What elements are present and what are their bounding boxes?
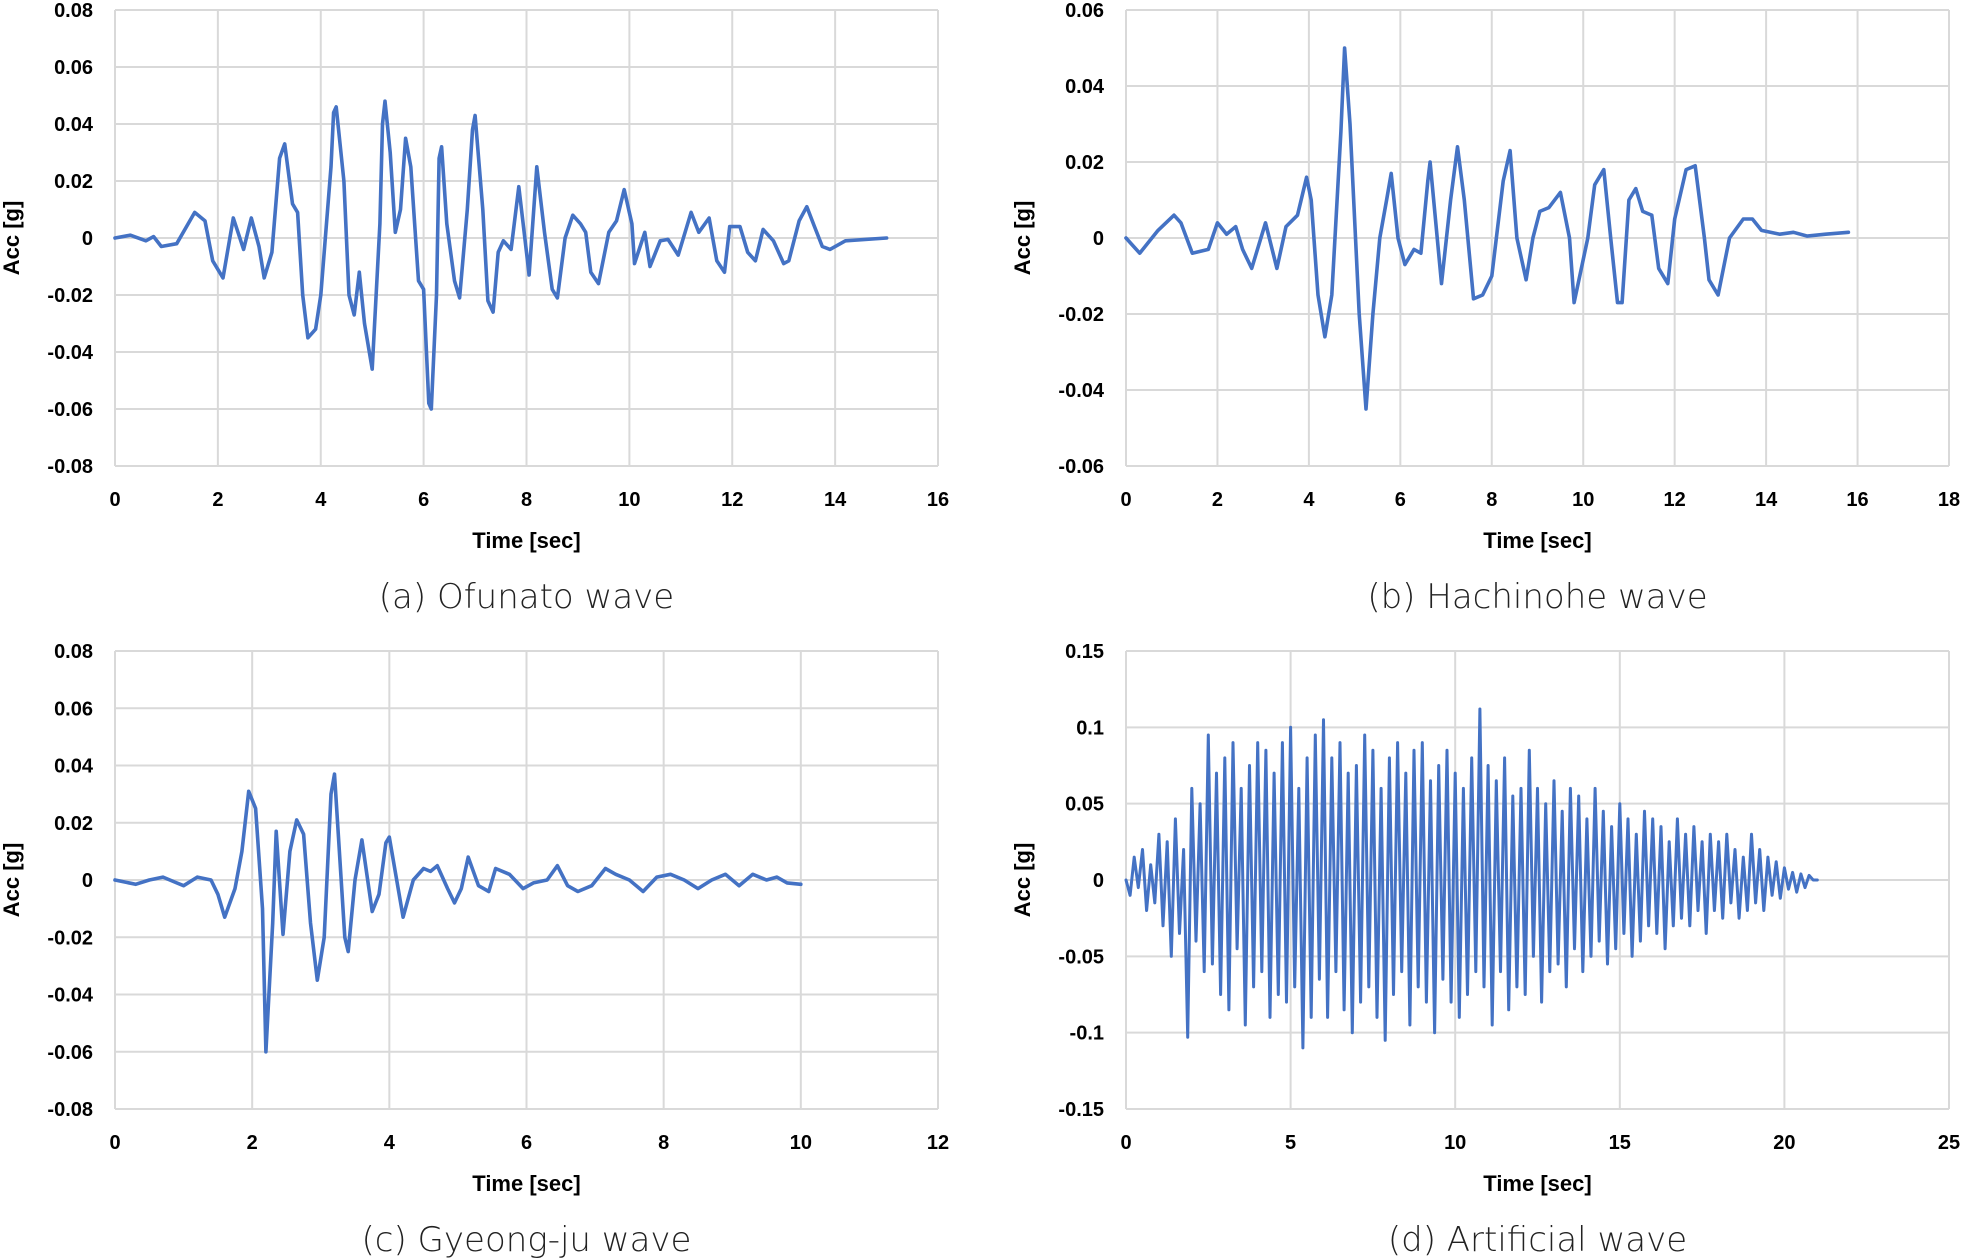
- x-tick-label: 16: [1846, 489, 1868, 511]
- y-tick-label: 0.08: [54, 0, 93, 22]
- x-tick-label: 5: [1285, 1132, 1296, 1154]
- chart-a: 0 2 4 6 8 10 12 14 16 -0.08 -0.06 -0.04 -0.02 0 0.02 0.…: [0, 0, 949, 617]
- x-tick-label: 14: [824, 489, 847, 511]
- chart-caption: (d) Artificial wave: [1388, 1220, 1687, 1260]
- x-axis-title: Time [sec]: [1483, 528, 1591, 553]
- chart-caption: (c) Gyeong-ju wave: [362, 1220, 692, 1260]
- acceleration-series-line: [113, 772, 803, 1054]
- y-tick-label: -0.02: [47, 927, 93, 949]
- y-tick-label: 0: [82, 870, 93, 892]
- x-axis-title: Time [sec]: [472, 1171, 580, 1196]
- y-tick-label: 0.02: [54, 171, 93, 193]
- y-axis-title: Acc [g]: [1010, 201, 1035, 276]
- x-axis-title: Time [sec]: [472, 528, 580, 553]
- y-tick-label: -0.04: [1058, 380, 1104, 402]
- x-tick-label: 0: [1120, 1132, 1131, 1154]
- x-tick-label: 8: [658, 1132, 669, 1154]
- chart-caption: (b) Hachinohe wave: [1367, 577, 1707, 617]
- y-tick-label: 0.1: [1076, 717, 1104, 739]
- x-tick-label: 2: [1212, 489, 1223, 511]
- y-tick-label: 0.06: [1065, 0, 1104, 22]
- x-tick-label: 10: [1572, 489, 1594, 511]
- y-tick-label: 0.05: [1065, 794, 1104, 816]
- y-tick-label: 0.06: [54, 698, 93, 720]
- y-tick-label: -0.06: [47, 1042, 93, 1064]
- y-tick-label: -0.15: [1058, 1099, 1104, 1121]
- y-tick-label: -0.02: [47, 285, 93, 307]
- y-tick-label: 0: [1093, 228, 1104, 250]
- chart-d: 0 5 10 15 20 25 -0.15 -0.1 -0.05 0 0.05 0.1 0.15 Time…: [1010, 641, 1960, 1260]
- x-tick-label: 10: [1444, 1132, 1466, 1154]
- y-tick-label: -0.06: [47, 399, 93, 421]
- x-tick-label: 20: [1773, 1132, 1795, 1154]
- y-tick-label: 0.08: [54, 641, 93, 663]
- x-tick-label: 2: [212, 489, 223, 511]
- y-tick-label: -0.04: [47, 342, 93, 364]
- y-tick-label: -0.08: [47, 1099, 93, 1121]
- x-tick-label: 18: [1938, 489, 1960, 511]
- x-tick-label: 25: [1938, 1132, 1960, 1154]
- y-tick-label: -0.08: [47, 456, 93, 478]
- x-tick-label: 16: [927, 489, 949, 511]
- y-tick-label: 0: [82, 228, 93, 250]
- x-tick-label: 0: [109, 1132, 120, 1154]
- y-tick-label: -0.06: [1058, 456, 1104, 478]
- chart-caption: (a) Ofunato wave: [379, 577, 674, 617]
- chart-c: 0 2 4 6 8 10 12 -0.08 -0.06 -0.04 -0.02 0 0.02 0.04 0.…: [0, 641, 949, 1260]
- x-tick-label: 6: [418, 489, 429, 511]
- y-tick-label: 0.02: [1065, 152, 1104, 174]
- acceleration-series-line: [113, 99, 889, 411]
- x-tick-label: 15: [1609, 1132, 1631, 1154]
- y-axis-title: Acc [g]: [0, 843, 24, 918]
- x-tick-label: 12: [927, 1132, 949, 1154]
- x-tick-label: 2: [247, 1132, 258, 1154]
- x-tick-label: 6: [1395, 489, 1406, 511]
- x-tick-label: 6: [521, 1132, 532, 1154]
- y-axis-title: Acc [g]: [1010, 843, 1035, 918]
- y-tick-label: 0.15: [1065, 641, 1104, 663]
- y-axis-title: Acc [g]: [0, 201, 24, 276]
- x-tick-label: 14: [1755, 489, 1778, 511]
- x-tick-label: 8: [521, 489, 532, 511]
- x-tick-label: 12: [1664, 489, 1686, 511]
- y-tick-label: -0.1: [1070, 1023, 1104, 1045]
- y-tick-label: -0.04: [47, 985, 93, 1007]
- x-tick-label: 10: [790, 1132, 812, 1154]
- x-tick-label: 4: [384, 1132, 396, 1154]
- x-tick-label: 0: [1120, 489, 1131, 511]
- x-axis-title: Time [sec]: [1483, 1171, 1591, 1196]
- acceleration-series-line: [1124, 707, 1819, 1050]
- x-tick-label: 4: [315, 489, 327, 511]
- y-tick-label: 0.06: [54, 57, 93, 79]
- y-tick-label: 0.04: [54, 114, 94, 136]
- y-tick-label: 0.04: [1065, 76, 1105, 98]
- y-tick-label: 0.02: [54, 813, 93, 835]
- chart-b: 0 2 4 6 8 10 12 14 16 18 -0.06 -0.04 -0.02 0 0.02 0.04 0…: [1010, 0, 1960, 617]
- acceleration-series-line: [1124, 46, 1851, 411]
- x-tick-label: 10: [618, 489, 640, 511]
- y-tick-label: -0.05: [1058, 946, 1104, 968]
- y-tick-label: 0.04: [54, 756, 94, 778]
- x-tick-label: 0: [109, 489, 120, 511]
- y-tick-label: -0.02: [1058, 304, 1104, 326]
- x-tick-label: 12: [721, 489, 743, 511]
- y-tick-label: 0: [1093, 870, 1104, 892]
- x-tick-label: 4: [1303, 489, 1315, 511]
- x-tick-label: 8: [1486, 489, 1497, 511]
